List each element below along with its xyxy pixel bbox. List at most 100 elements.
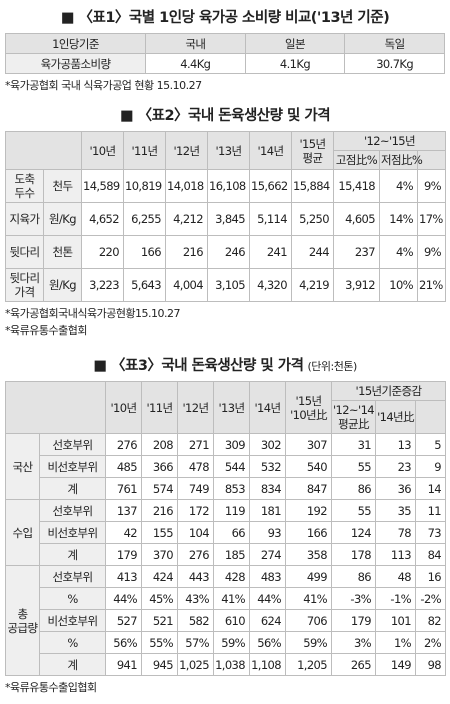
cell: 9% (416, 169, 447, 203)
row: 계 941 945 1,025 1,038 1,108 1,205 265 149 98 (6, 653, 446, 676)
cell: 172 (177, 499, 214, 522)
header-cell: '10년 (81, 131, 124, 170)
cell: 761 (105, 477, 142, 500)
cell: 10,819 (123, 169, 166, 203)
header-cell: '15년기준증감 (331, 381, 446, 401)
cell: 93 (249, 521, 286, 544)
cell: 천톤 (43, 235, 82, 269)
row: 지육가 원/Kg 4,652 6,255 4,212 3,845 5,114 5,250 4,6… (5, 202, 447, 236)
cell: 원/Kg (43, 268, 82, 302)
cell: % (39, 587, 106, 610)
cell: 14 (415, 477, 446, 500)
cell: 원/Kg (43, 202, 82, 236)
section-table2: ■ 〈표2〉국내 돈육생산량 및 가격 '10년 '11년 '12년 '13년 '14년… (5, 104, 447, 354)
row: 도축 두수 천두 14,589 10,819 14,018 16,108 15,662 15,… (5, 169, 447, 203)
cell: 4% (379, 235, 418, 269)
cell: 4.4Kg (145, 53, 246, 74)
header-cell: '12~'14 평균比 (331, 400, 376, 434)
cell: 241 (249, 235, 292, 269)
table-title: ■ 〈표1〉국별 1인당 육가공 소비량 비교('13년 기준) (60, 10, 390, 26)
cell: 166 (285, 521, 332, 544)
header-cell: '12년 (165, 131, 208, 170)
header-cell: '15년 '10년比 (285, 381, 332, 434)
cell: 84 (415, 543, 446, 566)
cell: 582 (177, 609, 214, 632)
header-cell: '12년 (177, 381, 214, 434)
cell: 뒷다리 가격 (5, 268, 44, 302)
cell: 307 (285, 433, 332, 456)
cell: 14,018 (165, 169, 208, 203)
cell: 78 (375, 521, 416, 544)
cell: 1,025 (177, 653, 214, 676)
cell: 181 (249, 499, 286, 522)
cell: 도축 두수 (5, 169, 44, 203)
cell: 274 (249, 543, 286, 566)
cell: 302 (249, 433, 286, 456)
cell: 155 (141, 521, 178, 544)
cell: 14% (379, 202, 418, 236)
table: '10년 '11년 '12년 '13년 '14년 '15년 '10년比 '15년기준증감 '1… (5, 381, 446, 676)
cell: 14,589 (81, 169, 124, 203)
cell: 237 (333, 235, 380, 269)
header-row: '10년 '11년 '12년 '13년 '14년 '15년 '10년比 '15년기준증감 (5, 381, 446, 434)
cell: 3,223 (81, 268, 124, 302)
cell: 뒷다리 (5, 235, 44, 269)
cell: 56% (105, 631, 142, 654)
cell: 59% (285, 631, 332, 654)
cell: 366 (141, 455, 178, 478)
cell: 185 (213, 543, 250, 566)
cell: 179 (105, 543, 142, 566)
cell: 4,605 (333, 202, 380, 236)
title-text: ■ 〈표3〉국내 돈육생산량 및 가격 (93, 358, 304, 374)
cell: 66 (213, 521, 250, 544)
cell: 3,105 (207, 268, 250, 302)
cell: 55% (141, 631, 178, 654)
cell: 36 (375, 477, 416, 500)
header-cell: '13년 (207, 131, 250, 170)
cell: 16,108 (207, 169, 250, 203)
cell: 5,250 (291, 202, 334, 236)
cell: 57% (177, 631, 214, 654)
cell: % (39, 631, 106, 654)
cell: 48 (375, 565, 416, 588)
cell: 계 (39, 653, 106, 676)
cell: 271 (177, 433, 214, 456)
cell: 424 (141, 565, 178, 588)
cell: 15,418 (333, 169, 380, 203)
cell: 101 (375, 609, 416, 632)
cell: 113 (375, 543, 416, 566)
cell: 706 (285, 609, 332, 632)
cell: 4% (379, 169, 418, 203)
cell: 천두 (43, 169, 82, 203)
cell: 192 (285, 499, 332, 522)
header-cell (416, 150, 447, 170)
header-cell: '14년比 (375, 400, 416, 434)
cell: 2% (415, 631, 446, 654)
note: *육류유통수출협회 (5, 324, 87, 337)
cell: 86 (331, 565, 376, 588)
row: 총 공급량 선호부위 413 424 443 428 483 499 86 48 16 (5, 565, 446, 676)
header-cell: '12~'15년 (332, 131, 447, 151)
cell: 1,205 (285, 653, 332, 676)
cell: 166 (123, 235, 166, 269)
cell: -1% (375, 587, 416, 610)
cell: 5,114 (249, 202, 292, 236)
cell: 532 (249, 455, 286, 478)
cell: 6,255 (123, 202, 166, 236)
cell: 55 (331, 455, 376, 478)
row: % 56% 55% 57% 59% 56% 59% 3% 1% 2% (6, 631, 446, 654)
cell: 208 (141, 433, 178, 456)
row: % 44% 45% 43% 41% 44% 41% -3% -1% -2% (6, 587, 446, 610)
cell: 비선호부위 (39, 609, 106, 632)
row: 비선호부위 527 521 582 610 624 706 179 101 82 (6, 609, 446, 632)
cell: 834 (249, 477, 286, 500)
row: 비선호부위 42 155 104 66 93 166 124 78 73 (6, 521, 446, 544)
group-label: 수입 (5, 499, 40, 566)
section-table3: ■ 〈표3〉국내 돈육생산량 및 가격 (단위:천톤) '10년 '11년 '12년 '… (5, 354, 446, 694)
cell: 483 (249, 565, 286, 588)
cell: 5,643 (123, 268, 166, 302)
header-cell: '14년 (249, 381, 286, 434)
cell: 443 (177, 565, 214, 588)
cell: -2% (415, 587, 446, 610)
